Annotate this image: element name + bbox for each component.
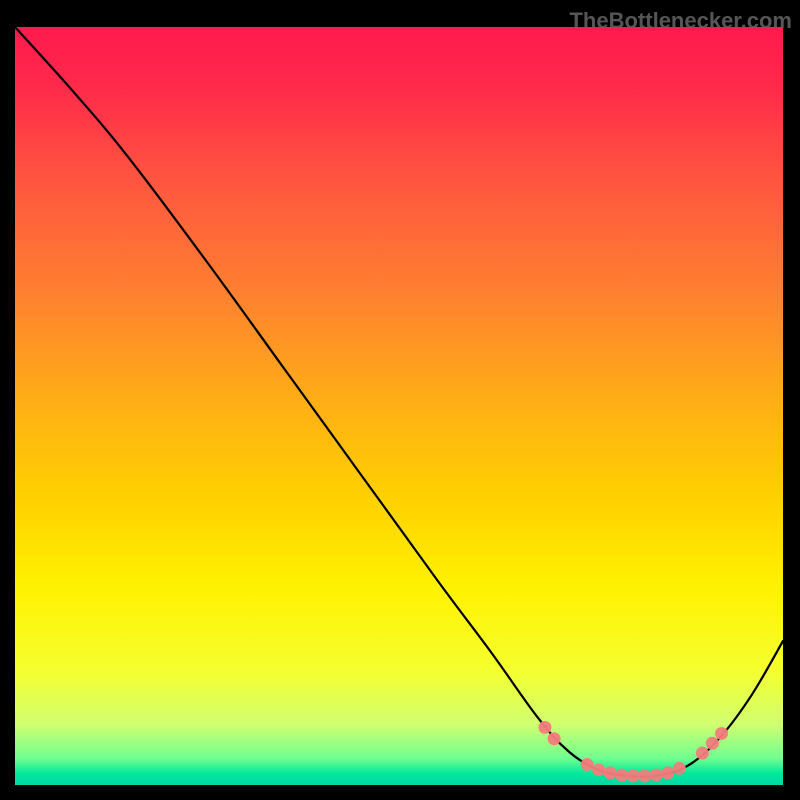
chart-container: TheBottlenecker.com [0,0,800,800]
marker-point [581,758,594,771]
marker-point [627,769,640,782]
marker-point [673,762,686,775]
plot-background [15,27,783,785]
marker-point [592,763,605,776]
marker-point [715,727,728,740]
marker-point [548,732,561,745]
marker-point [661,766,674,779]
marker-point [650,769,663,782]
marker-point [638,769,651,782]
marker-point [538,721,551,734]
plot-svg [15,27,783,785]
marker-point [604,766,617,779]
marker-point [706,737,719,750]
marker-point [615,769,628,782]
marker-point [696,747,709,760]
